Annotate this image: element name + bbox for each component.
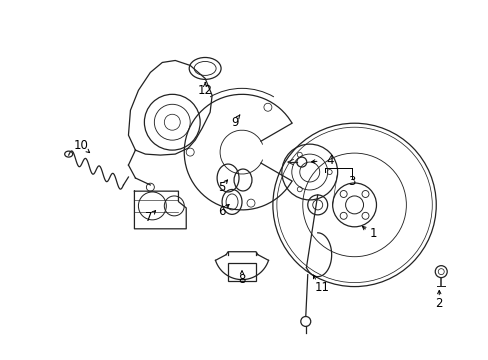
Text: 7: 7	[144, 211, 152, 224]
Text: 10: 10	[73, 139, 88, 152]
Text: 8: 8	[238, 273, 245, 286]
Text: 3: 3	[347, 175, 355, 189]
Text: 12: 12	[197, 84, 212, 97]
Circle shape	[146, 183, 154, 191]
Text: 9: 9	[231, 116, 238, 129]
Text: 11: 11	[314, 281, 328, 294]
Text: 2: 2	[435, 297, 442, 310]
Bar	[227, 263, 255, 280]
Text: 4: 4	[325, 154, 333, 167]
Text: 5: 5	[218, 181, 225, 194]
Text: 6: 6	[218, 205, 225, 219]
Text: 1: 1	[369, 227, 376, 240]
